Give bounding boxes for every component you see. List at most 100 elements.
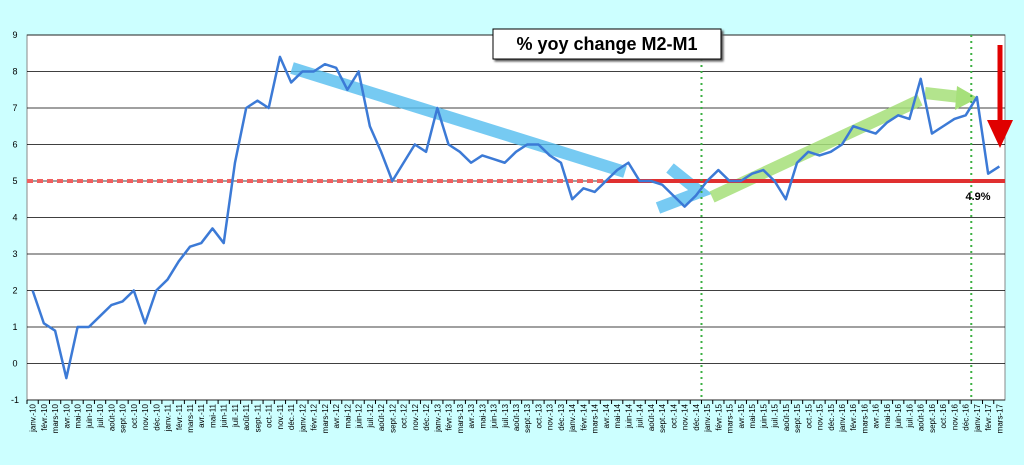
x-tick-label: août-11 <box>242 403 251 430</box>
x-tick-label: nov.-12 <box>411 403 420 430</box>
x-tick-label: sept.-14 <box>658 403 667 432</box>
x-tick-label: sept.-11 <box>253 403 262 432</box>
x-tick-label: juil.-13 <box>501 403 510 428</box>
x-tick-label: avr.-13 <box>467 403 476 428</box>
x-tick-label: mars-11 <box>186 403 195 432</box>
x-tick-label: janv.-11 <box>164 403 173 432</box>
x-tick-label: mai-14 <box>613 403 622 428</box>
x-tick-label: avr.-11 <box>197 403 206 427</box>
x-tick-label: avr.-10 <box>62 403 71 428</box>
x-tick-label: août-10 <box>107 403 116 431</box>
x-tick-label: mars-10 <box>51 403 60 433</box>
x-tick-label: févr.-17 <box>984 403 993 430</box>
x-tick-label: sept.-12 <box>388 403 397 432</box>
x-tick-label: oct.-12 <box>400 403 409 428</box>
y-tick-label: 2 <box>12 286 17 296</box>
data-line <box>31 55 1001 380</box>
y-tick-label: 9 <box>12 30 17 40</box>
x-tick-label: avr.-16 <box>872 403 881 428</box>
x-tick-label: janv.-13 <box>433 403 442 432</box>
x-tick-label: janv.-15 <box>703 403 712 432</box>
x-tick-label: mars-12 <box>321 403 330 433</box>
x-tick-label: août-16 <box>917 403 926 431</box>
x-tick-label: mars-16 <box>860 403 869 433</box>
x-tick-label: nov.-13 <box>546 403 555 430</box>
x-tick-label: juin-12 <box>355 403 364 429</box>
x-tick-label: oct.-16 <box>939 403 948 428</box>
x-tick-label: nov.-11 <box>276 403 285 429</box>
x-tick-label: févr.-12 <box>310 403 319 430</box>
x-tick-label: nov.-14 <box>681 403 690 430</box>
x-tick-label: déc.-10 <box>152 403 161 430</box>
y-tick-label: 1 <box>12 322 17 332</box>
x-tick-label: févr.-14 <box>579 403 588 430</box>
x-tick-label: janv.-16 <box>838 403 847 432</box>
x-tick-label: avr.-15 <box>737 403 746 428</box>
down-arrow-head <box>987 120 1013 148</box>
x-tick-label: oct.-13 <box>534 403 543 428</box>
x-tick-label: mai-12 <box>343 403 352 428</box>
x-tick-label: sept.-10 <box>119 403 128 432</box>
x-tick-label: août-12 <box>377 403 386 431</box>
trend-down <box>290 62 627 178</box>
x-tick-label: févr.-10 <box>40 403 49 430</box>
x-tick-label: oct.-11 <box>265 403 274 427</box>
y-tick-label: 5 <box>12 176 17 186</box>
x-tick-label: juin-10 <box>85 403 94 429</box>
trend-up-tip <box>955 86 978 110</box>
x-tick-label: juin-14 <box>624 403 633 429</box>
x-tick-label: juil.-12 <box>366 403 375 428</box>
x-tick-label: déc.-13 <box>557 403 566 430</box>
x-tick-label: mai-13 <box>478 403 487 428</box>
y-tick-label: 7 <box>12 103 17 113</box>
x-tick-label: févr.-11 <box>175 403 184 430</box>
y-tick-label: 4 <box>12 213 17 223</box>
x-tick-label: juil.-16 <box>905 403 914 428</box>
x-tick-label: juin-11 <box>220 403 229 428</box>
x-tick-label: janv.-12 <box>298 403 307 432</box>
x-tick-label: janv.-14 <box>568 403 577 432</box>
x-tick-label: sept.-15 <box>793 403 802 432</box>
x-tick-label: sept.-13 <box>523 403 532 432</box>
x-tick-label: nov.-15 <box>816 403 825 430</box>
y-tick-label: 8 <box>12 67 17 77</box>
x-tick-label: mai-16 <box>883 403 892 428</box>
x-tick-label: mars-14 <box>591 403 600 433</box>
x-tick-label: déc.-15 <box>827 403 836 430</box>
x-tick-label: déc.-14 <box>692 403 701 430</box>
x-tick-label: août-13 <box>512 403 521 431</box>
x-tick-label: juil.-15 <box>771 403 780 428</box>
x-tick-label: mai-11 <box>208 403 217 427</box>
x-tick-label: juil.-14 <box>636 403 645 428</box>
x-tick-label: avr.-12 <box>332 403 341 428</box>
x-tick-label: avr.-14 <box>602 403 611 428</box>
x-tick-label: nov.-16 <box>950 403 959 430</box>
x-tick-label: mai-15 <box>748 403 757 428</box>
trend-up-head <box>924 87 961 103</box>
x-tick-label: juin-15 <box>759 403 768 429</box>
x-tick-label: janv.-10 <box>29 403 38 432</box>
x-tick-label: mars-15 <box>726 403 735 433</box>
x-tick-label: déc.-11 <box>287 403 296 430</box>
x-tick-label: août-15 <box>782 403 791 431</box>
x-tick-label: févr.-13 <box>445 403 454 430</box>
x-tick-label: janv.-17 <box>973 403 982 432</box>
x-tick-label: juin-16 <box>894 403 903 429</box>
x-tick-label: déc.-12 <box>422 403 431 430</box>
x-tick-label: déc.-16 <box>962 403 971 430</box>
x-tick-label: juil.-10 <box>96 403 105 428</box>
y-tick-label: 6 <box>12 140 17 150</box>
x-tick-label: nov.-10 <box>141 403 150 430</box>
title-box <box>492 28 722 60</box>
x-tick-label: sept.-16 <box>928 403 937 432</box>
annotation: 4.9% <box>965 191 990 203</box>
y-tick-label: -1 <box>11 395 19 405</box>
x-tick-label: févr.-15 <box>714 403 723 430</box>
x-tick-label: oct.-14 <box>669 403 678 428</box>
x-tick-label: oct.-10 <box>130 403 139 428</box>
y-tick-label: 0 <box>12 359 17 369</box>
x-tick-label: mai-10 <box>74 403 83 428</box>
x-tick-label: mars-13 <box>456 403 465 433</box>
chart-title: % yoy change M2-M1 <box>516 34 697 54</box>
